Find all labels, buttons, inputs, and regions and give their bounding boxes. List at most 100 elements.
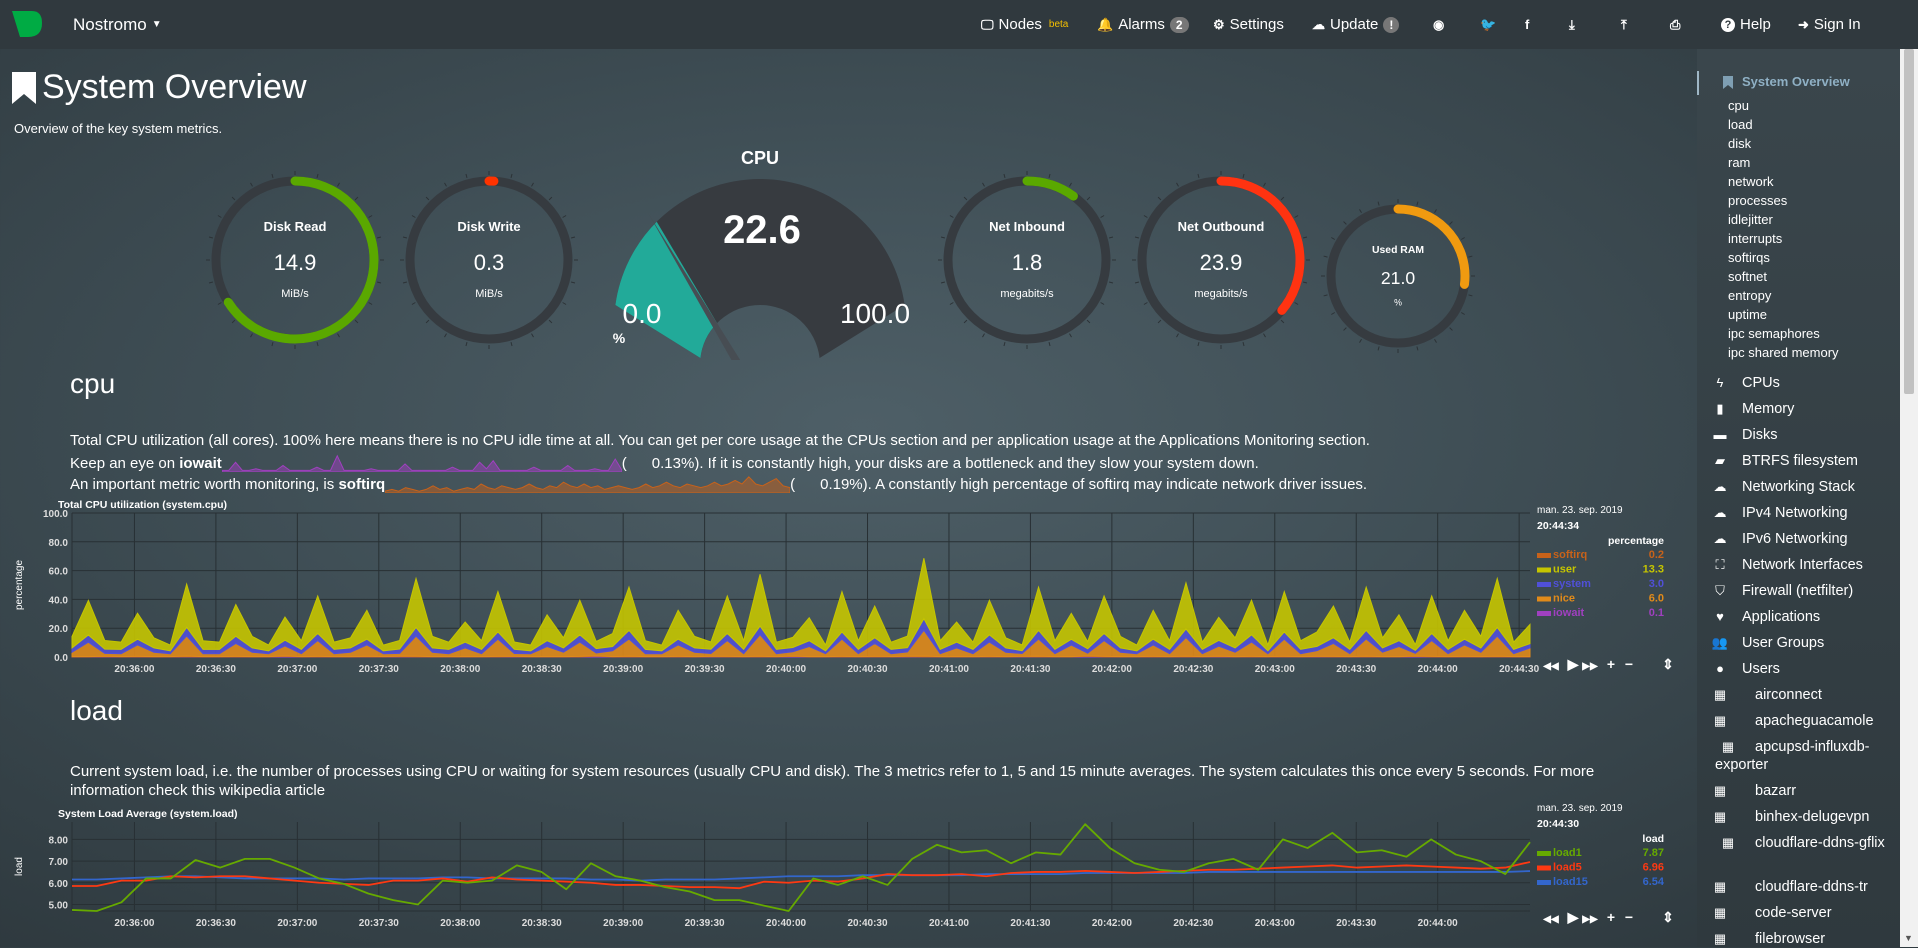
y-axis-label: percentage xyxy=(14,560,25,610)
netdata-logo[interactable] xyxy=(10,9,44,39)
cpu-gauge[interactable]: CPU 22.6 0.0% 100.0 xyxy=(613,148,910,360)
resize-icon[interactable]: ⇕ xyxy=(1662,656,1674,672)
sidebar-item-network-interfaces[interactable]: ⛶ Network Interfaces xyxy=(1715,556,1897,574)
legend-value: 13.3 xyxy=(1643,564,1664,576)
sidebar-subitem-ram[interactable]: ram xyxy=(1728,155,1751,170)
legend-item-softirq[interactable]: softirq 0.2 xyxy=(1537,549,1664,561)
scrollbar-thumb[interactable] xyxy=(1904,49,1914,394)
sidebar-item-cloudflare-ddns-gflix[interactable]: ▦ cloudflare-ddns-gflix xyxy=(1715,834,1895,852)
sidebar-item-memory[interactable]: ▮ Memory xyxy=(1716,400,1897,418)
legend-item-user[interactable]: user 13.3 xyxy=(1537,564,1664,576)
sidebar-subitem-cpu[interactable]: cpu xyxy=(1728,98,1749,113)
sidebar-item-airconnect[interactable]: ▦ airconnect xyxy=(1714,686,1910,704)
fast-forward-icon[interactable]: ▶▶ xyxy=(1581,661,1599,672)
nav-update-button[interactable]: ☁ Update! xyxy=(1312,0,1400,49)
legend-item-load15[interactable]: load15 6.54 xyxy=(1537,876,1665,888)
zoom-in-icon[interactable]: + xyxy=(1607,909,1615,925)
sidebar-item-apcupsd-influxdb-exporter[interactable]: ▦ apcupsd-influxdb-exporter xyxy=(1715,739,1870,773)
rewind-icon[interactable]: ◀◀ xyxy=(1542,914,1559,925)
sidebar-item-ipv4-networking[interactable]: ☁ IPv4 Networking xyxy=(1714,504,1897,522)
gauge-tick xyxy=(217,215,222,218)
gauge-disk-read[interactable]: Disk Read 14.9 MiB/s xyxy=(206,171,384,349)
sidebar-subitem-load[interactable]: load xyxy=(1728,117,1753,132)
sidebar-item-users[interactable]: ● Users xyxy=(1716,660,1897,678)
nav-github-button[interactable]: ◉ xyxy=(1433,0,1444,49)
sidebar-item-networking-stack[interactable]: ☁ Networking Stack xyxy=(1714,478,1897,496)
sidebar-item-applications[interactable]: ♥ Applications xyxy=(1716,608,1897,626)
sidebar-item-system-overview[interactable]: System Overview xyxy=(1742,74,1850,89)
sitemap-icon: ⛶ xyxy=(1715,557,1725,572)
zoom-out-icon[interactable]: − xyxy=(1625,909,1633,925)
twitter-icon: 🐦 xyxy=(1480,16,1497,32)
nav-nodes-button[interactable]: 🖵 Nodes beta xyxy=(981,16,1069,33)
sidebar-subitem-ipc-semaphores[interactable]: ipc semaphores xyxy=(1728,326,1820,341)
scrollbar[interactable]: ▼ xyxy=(1900,49,1918,947)
fast-forward-icon[interactable]: ▶▶ xyxy=(1581,914,1599,925)
hostname-dropdown[interactable]: Nostromo ▼ xyxy=(73,14,162,34)
gauge-disk-write[interactable]: Disk Write 0.3 MiB/s xyxy=(400,171,578,349)
sidebar-item-cpus[interactable]: ϟ CPUs xyxy=(1717,374,1897,392)
nav-print-button[interactable]: ⎙ xyxy=(1670,0,1680,49)
sidebar-item-binhex-delugevpn[interactable]: ▦ binhex-delugevpn xyxy=(1714,808,1910,826)
legend-item-system[interactable]: system 3.0 xyxy=(1537,578,1664,590)
sidebar-subitem-disk[interactable]: disk xyxy=(1728,136,1752,151)
gauge-tick xyxy=(316,341,319,347)
gauge-tick xyxy=(531,182,534,187)
scroll-down-icon[interactable]: ▼ xyxy=(1904,933,1913,943)
gauge-tick xyxy=(940,281,946,284)
nav-twitter-button[interactable]: 🐦 xyxy=(1480,0,1496,49)
sidebar-subitem-idlejitter[interactable]: idlejitter xyxy=(1728,212,1773,227)
load-chart[interactable]: System Load Average (system.load) load 5.0… xyxy=(0,802,1690,947)
resize-icon[interactable]: ⇕ xyxy=(1662,909,1674,925)
gauge-used-ram[interactable]: Used RAM 21.0% xyxy=(1321,199,1475,353)
sidebar-nav: System Overview cpu load disk ram network pro… xyxy=(1697,49,1900,947)
nav-alarms-button[interactable]: 🔔 Alarms 2 xyxy=(1097,0,1189,49)
sidebar-subitem-interrupts[interactable]: interrupts xyxy=(1728,231,1783,246)
sidebar-subitem-softirqs[interactable]: softirqs xyxy=(1728,250,1770,265)
zoom-out-icon[interactable]: − xyxy=(1625,656,1633,672)
zoom-in-icon[interactable]: + xyxy=(1607,656,1615,672)
sidebar-subitem-processes[interactable]: processes xyxy=(1728,193,1788,208)
gauge-tick xyxy=(376,281,382,284)
sidebar-item-disks[interactable]: ▬ Disks xyxy=(1714,426,1897,444)
legend-item-nice[interactable]: nice 6.0 xyxy=(1537,593,1664,605)
sidebar-subitem-uptime[interactable]: uptime xyxy=(1728,307,1768,322)
legend-item-iowait[interactable]: iowait 0.1 xyxy=(1537,607,1664,619)
gauge-title: Disk Write xyxy=(457,219,520,234)
nav-upload-button[interactable]: ⤒ xyxy=(1621,0,1627,49)
nav-facebook-button[interactable]: f xyxy=(1525,0,1529,49)
grid-icon: ▦ xyxy=(1713,783,1727,798)
sidebar-subitem-ipc-shared-memory[interactable]: ipc shared memory xyxy=(1728,345,1839,360)
sidebar-item-ipv6-networking[interactable]: ☁ IPv6 Networking xyxy=(1714,530,1897,548)
play-icon[interactable]: ▶ xyxy=(1567,656,1580,672)
nav-sign-in-button[interactable]: ➜ Sign In xyxy=(1798,16,1861,33)
play-icon[interactable]: ▶ xyxy=(1567,909,1580,925)
sidebar-item-firewall-netfilter-[interactable]: ⛉ Firewall (netfilter) xyxy=(1715,582,1897,600)
gauge-net-outbound[interactable]: Net Outbound 23.9 megabits/s xyxy=(1132,171,1310,349)
sidebar-item-btrfs-filesystem[interactable]: ▰ BTRFS filesystem xyxy=(1715,452,1897,470)
sidebar-item-bazarr[interactable]: ▦ bazarr xyxy=(1714,782,1910,800)
gauge-net-inbound[interactable]: Net Inbound 1.8 megabits/s xyxy=(938,171,1116,349)
cpu-chart[interactable]: Total CPU utilization (system.cpu) percen… xyxy=(0,495,1690,685)
nav-settings-button[interactable]: ⚙ Settings xyxy=(1213,16,1284,33)
sidebar-item-user-groups[interactable]: 👥 User Groups xyxy=(1711,635,1825,651)
gauge-tick xyxy=(402,281,408,284)
sidebar-item-filebrowser[interactable]: ▦ filebrowser xyxy=(1714,930,1910,948)
gauge-tick xyxy=(465,341,468,347)
sidebar-subitem-network[interactable]: network xyxy=(1728,174,1774,189)
rewind-icon[interactable]: ◀◀ xyxy=(1542,661,1559,672)
legend-units: percentage xyxy=(1608,535,1664,547)
legend-item-load1[interactable]: load1 7.87 xyxy=(1537,847,1664,859)
sidebar-subitem-entropy[interactable]: entropy xyxy=(1728,288,1772,303)
legend-item-load5[interactable]: load5 6.96 xyxy=(1537,862,1664,874)
sidebar-subitem-softnet[interactable]: softnet xyxy=(1728,269,1768,284)
gauge-tick xyxy=(1143,215,1148,218)
nav-help-button[interactable]: ? Help xyxy=(1721,0,1771,49)
x-tick-label: 20:44:00 xyxy=(1418,918,1458,929)
sidebar-item-apacheguacamole[interactable]: ▦ apacheguacamole xyxy=(1714,712,1910,730)
sidebar-item-cloudflare-ddns-tr[interactable]: ▦ cloudflare-ddns-tr xyxy=(1714,878,1910,896)
sidebar-item-code-server[interactable]: ▦ code-server xyxy=(1714,904,1910,922)
x-tick-label: 20:41:30 xyxy=(1010,664,1050,675)
nav-download-button[interactable]: ⤓ xyxy=(1569,0,1575,49)
gauge-tick xyxy=(1086,196,1091,201)
